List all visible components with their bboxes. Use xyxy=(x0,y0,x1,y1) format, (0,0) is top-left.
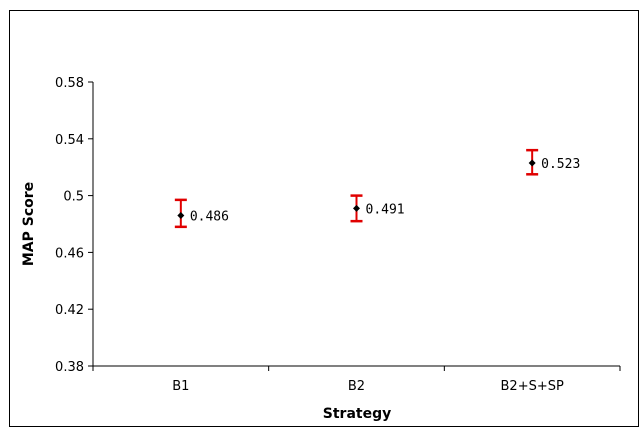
data-marks: 0.486 0.491 0.523 xyxy=(174,148,580,229)
chart-frame xyxy=(9,10,639,427)
y-axis: 0.38 0.42 0.46 0.5 0.54 0.58 xyxy=(55,76,94,375)
y-axis-title: MAP Score xyxy=(21,182,37,266)
data-point xyxy=(177,211,185,219)
y-tick-label: 0.58 xyxy=(55,76,84,91)
x-tick-label: B2+S+SP xyxy=(501,379,564,394)
data-label: 0.523 xyxy=(541,157,580,172)
x-tick-label: B2 xyxy=(348,379,365,394)
x-axis: B1 B2 B2+S+SP xyxy=(92,365,621,394)
y-tick-label: 0.5 xyxy=(63,190,84,205)
y-tick-label: 0.46 xyxy=(55,246,84,261)
y-tick-label: 0.42 xyxy=(55,303,84,318)
x-axis-title: Strategy xyxy=(323,406,391,422)
x-tick-label: B1 xyxy=(172,379,189,394)
data-label: 0.486 xyxy=(190,209,229,224)
data-label: 0.491 xyxy=(366,202,405,217)
data-point xyxy=(353,204,360,212)
y-tick-label: 0.54 xyxy=(55,133,84,148)
y-tick-label: 0.38 xyxy=(55,360,84,375)
data-point xyxy=(528,159,536,167)
